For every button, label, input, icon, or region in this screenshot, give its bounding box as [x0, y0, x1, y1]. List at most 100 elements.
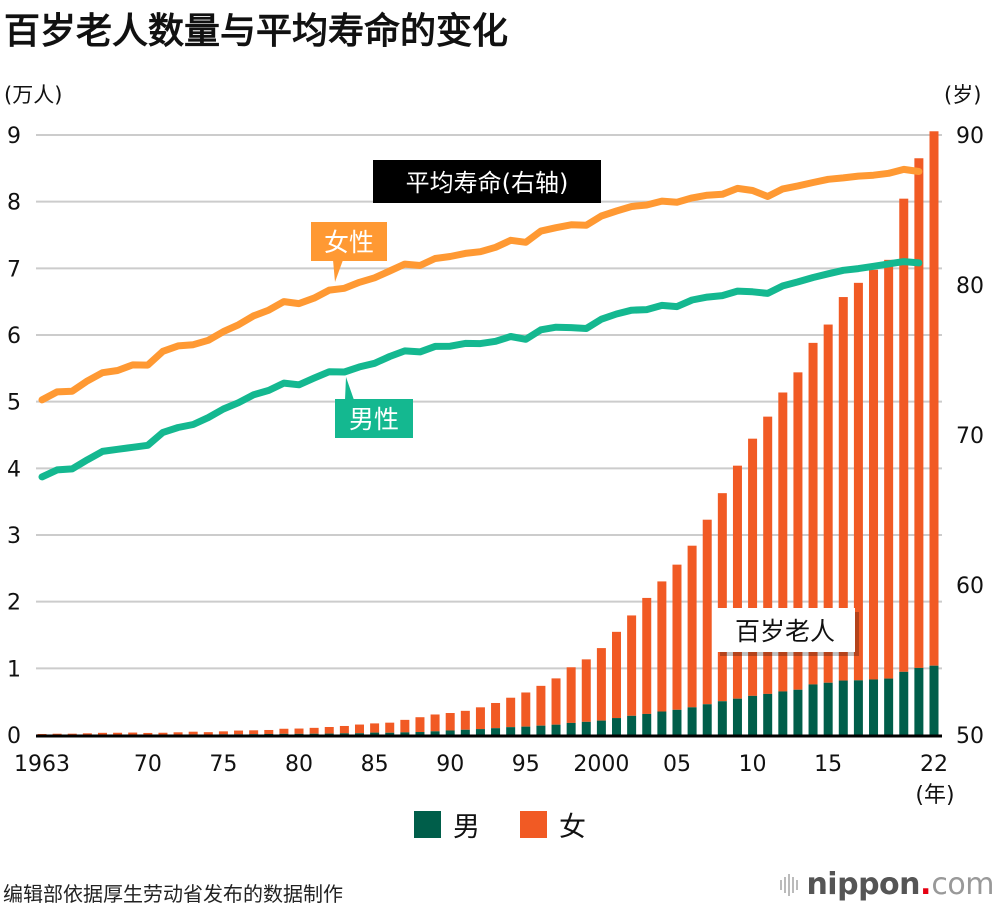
x-axis-tick-label: 70	[134, 752, 162, 777]
bar-male	[385, 732, 395, 735]
x-axis-ticks: 1963 70 75 80 85 90 95 2000 05 10 15 22	[14, 752, 948, 777]
bar-female	[430, 714, 440, 732]
bar-female	[657, 581, 667, 712]
bar-female	[354, 724, 364, 734]
bar-female	[67, 733, 77, 735]
bar-female	[324, 726, 334, 734]
bar-male	[279, 733, 289, 735]
bar-male	[869, 679, 879, 735]
bar-male	[475, 729, 485, 735]
bar-female	[672, 564, 682, 710]
bar-female	[702, 519, 712, 705]
female-label-pointer	[333, 260, 343, 282]
bar-female	[687, 545, 697, 708]
bar-male	[309, 733, 319, 735]
chart-title: 百岁老人数量与平均寿命的变化	[4, 11, 509, 52]
bar-female	[445, 713, 455, 731]
bar-male	[264, 733, 274, 735]
bar-male	[506, 727, 516, 735]
x-axis-tick-label: 10	[739, 752, 767, 777]
bar-female	[612, 631, 622, 719]
left-axis-tick-label: 7	[7, 257, 21, 282]
bar-male	[324, 733, 334, 735]
bar-female	[113, 732, 123, 735]
bar-female	[808, 342, 818, 685]
bar-female	[793, 372, 803, 690]
legend: 男 女	[0, 805, 1000, 843]
bar-male	[521, 726, 531, 735]
bar-female	[264, 729, 274, 734]
bar-male	[551, 724, 561, 735]
bar-male	[672, 709, 682, 735]
bar-female	[143, 732, 153, 735]
bar-female	[884, 259, 894, 679]
life-expectancy-label: 平均寿命(右轴)	[406, 169, 569, 197]
bar-female	[581, 659, 591, 722]
bar-female	[188, 731, 198, 735]
bar-male	[294, 733, 304, 735]
female-life-expectancy-line	[38, 165, 923, 404]
male-label-pointer	[345, 377, 354, 400]
legend-label-male: 男	[453, 812, 480, 843]
bar-male	[460, 729, 470, 735]
right-axis-tick-label: 90	[956, 124, 984, 149]
bar-female	[627, 615, 637, 716]
bar-female	[763, 416, 773, 694]
logo-suffix: com	[931, 867, 994, 902]
bar-male	[748, 695, 758, 735]
left-axis-ticks: 0 1 2 3 4 5 6 7 8 9	[7, 124, 21, 749]
bar-female	[249, 730, 259, 735]
bar-female	[914, 158, 924, 668]
left-axis-tick-label: 4	[7, 457, 21, 482]
bar-female	[536, 685, 546, 726]
x-axis-tick-label: 05	[663, 752, 691, 777]
bar-female	[491, 702, 501, 729]
bar-male	[899, 671, 909, 735]
logo-dot: .	[920, 867, 932, 902]
male-label: 男性	[349, 405, 399, 434]
left-axis-tick-label: 5	[7, 391, 21, 416]
right-axis-ticks: 50 60 70 80 90	[956, 124, 984, 749]
bar-female	[234, 730, 244, 735]
bar-female	[339, 725, 349, 734]
bar-male	[914, 667, 924, 735]
bar-female	[52, 733, 62, 735]
bar-female	[415, 717, 425, 733]
bar-male	[370, 732, 380, 735]
legend-label-female: 女	[559, 812, 586, 843]
legend-item-male: 男	[414, 805, 480, 844]
bar-female	[899, 198, 909, 672]
x-axis-unit: (年)	[915, 783, 954, 808]
bar-male	[717, 701, 727, 735]
nippon-logo: nippon. com	[780, 867, 994, 902]
right-axis-tick-label: 60	[956, 574, 984, 599]
life-expectancy-label-bg	[373, 160, 601, 203]
bar-male	[838, 680, 848, 735]
bar-male	[415, 732, 425, 735]
bar-female	[778, 392, 788, 692]
x-axis-tick-label: 80	[285, 752, 313, 777]
x-axis-tick-label: 1963	[14, 752, 70, 777]
male-life-expectancy-line	[38, 258, 923, 481]
right-axis-tick-label: 50	[956, 724, 984, 749]
bars	[37, 131, 939, 735]
bar-male	[929, 665, 939, 735]
bar-female	[596, 648, 606, 721]
left-axis-tick-label: 2	[7, 591, 21, 616]
legend-swatch-female	[520, 811, 547, 838]
bar-male	[732, 698, 742, 735]
bar-male	[339, 733, 349, 735]
bar-female	[551, 678, 561, 725]
bar-male	[627, 715, 637, 735]
bar-male	[536, 725, 546, 735]
bar-female	[400, 719, 410, 733]
bar-female	[309, 727, 319, 734]
gridlines	[36, 134, 942, 670]
left-axis-unit: (万人)	[4, 83, 62, 107]
male-label-bg	[335, 399, 413, 438]
bar-female	[279, 728, 289, 734]
male-annotation: 男性	[335, 377, 413, 438]
left-axis-tick-label: 3	[7, 524, 21, 549]
bar-male	[445, 730, 455, 735]
bar-male	[687, 707, 697, 735]
